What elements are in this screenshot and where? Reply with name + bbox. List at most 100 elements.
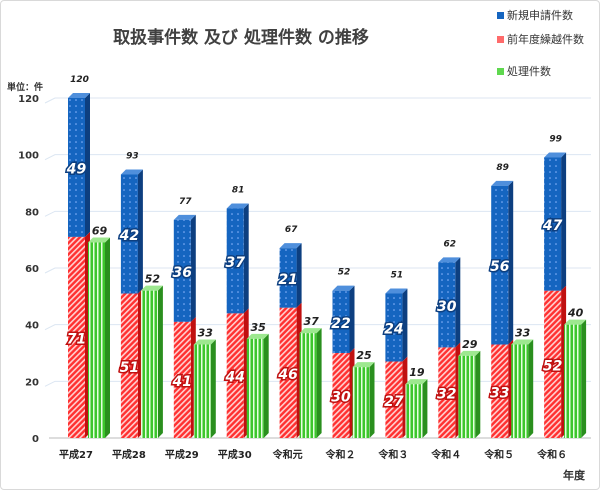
bar-new (491, 185, 509, 345)
bar-new-side (349, 285, 355, 353)
data-label-new: 21 (278, 272, 297, 288)
bar-carryover (332, 353, 350, 438)
bar-processed (511, 344, 529, 438)
bar-processed-top (88, 237, 110, 243)
bar-new-side (455, 257, 461, 348)
data-label-carryover: 41 (172, 374, 192, 390)
x-tick-label: 平成28 (112, 448, 146, 461)
bar-new-top (226, 203, 249, 209)
data-label-processed: 19 (409, 366, 425, 379)
bar-new-side (243, 203, 249, 314)
bar-new-side (137, 169, 143, 294)
bar-processed (193, 344, 211, 438)
bar-new-top (279, 243, 302, 249)
bar-carryover (491, 344, 509, 438)
bar-carryover (438, 347, 456, 438)
gridline (44, 97, 591, 104)
legend-label: 処理件数 (507, 65, 551, 78)
bar-new-top (120, 169, 143, 175)
x-tick-label: 平成30 (218, 448, 252, 461)
legend-label: 前年度繰越件数 (507, 33, 584, 46)
bar-processed (140, 290, 158, 438)
bar-new-top (385, 288, 408, 294)
bar-new (120, 174, 138, 294)
bar-new (173, 219, 191, 322)
bar-processed (564, 324, 582, 438)
y-tick-label: 40 (25, 321, 39, 332)
y-tick-label: 0 (32, 434, 39, 445)
y-tick-label: 20 (25, 377, 39, 388)
x-tick-label: 令和元 (272, 448, 303, 461)
data-label-total: 99 (549, 135, 562, 145)
data-label-carryover: 33 (490, 385, 509, 401)
legend-item-processed: 処理件数 (497, 63, 551, 79)
data-label-processed: 69 (92, 225, 108, 238)
data-label-total: 77 (179, 197, 192, 207)
data-label-new: 36 (173, 265, 193, 281)
bar-processed-top (458, 350, 481, 356)
bar-processed-top (352, 362, 375, 368)
chart-title: 取扱事件数 及び 処理件数 の推移 (113, 28, 369, 48)
bar-processed-side (263, 333, 269, 438)
data-label-carryover: 51 (120, 360, 139, 376)
bar-processed-top (140, 285, 163, 291)
bar-processed-top (299, 328, 322, 334)
data-label-total: 67 (285, 225, 298, 235)
gridline (44, 267, 591, 274)
bar-processed-top (246, 333, 269, 339)
bar-carryover (279, 307, 297, 438)
bar-carryover (68, 236, 85, 438)
bar-processed-side (105, 237, 110, 438)
bar-processed (246, 338, 264, 438)
data-label-processed: 40 (567, 307, 584, 320)
data-label-total: 62 (444, 239, 457, 249)
data-label-processed: 33 (515, 327, 531, 340)
bar-carryover (544, 290, 562, 438)
bar-processed-side (210, 339, 216, 438)
bar-processed-side (422, 379, 428, 438)
bar-new (226, 208, 244, 314)
data-label-carryover: 30 (331, 390, 351, 406)
bar-new (332, 290, 350, 353)
bar-new-side (561, 152, 567, 291)
data-label-total: 120 (70, 75, 89, 85)
bar-processed-side (369, 362, 375, 438)
data-label-total: 51 (391, 271, 404, 281)
bar-new-top (491, 180, 514, 186)
y-tick-label: 120 (18, 94, 39, 105)
data-label-new: 56 (490, 259, 510, 275)
data-label-new: 24 (384, 322, 403, 338)
bar-processed-side (475, 350, 481, 438)
bar-carryover (120, 293, 138, 438)
y-tick-label: 80 (25, 207, 39, 218)
data-label-new: 22 (331, 316, 350, 332)
bar-new (385, 293, 403, 362)
data-label-new: 37 (225, 255, 245, 271)
bar-new (438, 262, 456, 348)
bar-new-side (402, 288, 408, 362)
gridline (44, 154, 591, 161)
data-label-new: 42 (119, 228, 139, 244)
bar-processed (299, 333, 317, 438)
bar-new (68, 98, 85, 237)
x-axis-title: 年度 (563, 469, 585, 482)
data-label-carryover: 52 (543, 358, 562, 374)
bar-new-side (190, 214, 196, 322)
bar-processed-side (581, 319, 587, 438)
data-label-carryover: 27 (384, 394, 404, 410)
bar-carryover (173, 321, 191, 438)
bar-processed-top (564, 319, 587, 325)
data-label-new: 30 (437, 299, 457, 315)
bar-new-top (438, 257, 461, 263)
data-label-carryover: 32 (437, 387, 456, 403)
x-tick-label: 平成29 (165, 448, 199, 461)
bar-new-side (508, 180, 514, 345)
bar-processed (458, 355, 476, 438)
bar-processed (88, 242, 105, 438)
bar-new (544, 157, 562, 291)
data-label-total: 93 (126, 152, 139, 162)
bar-processed-top (511, 339, 534, 345)
data-label-total: 89 (496, 163, 509, 173)
legend-item-new: 新規申請件数 (497, 7, 573, 23)
